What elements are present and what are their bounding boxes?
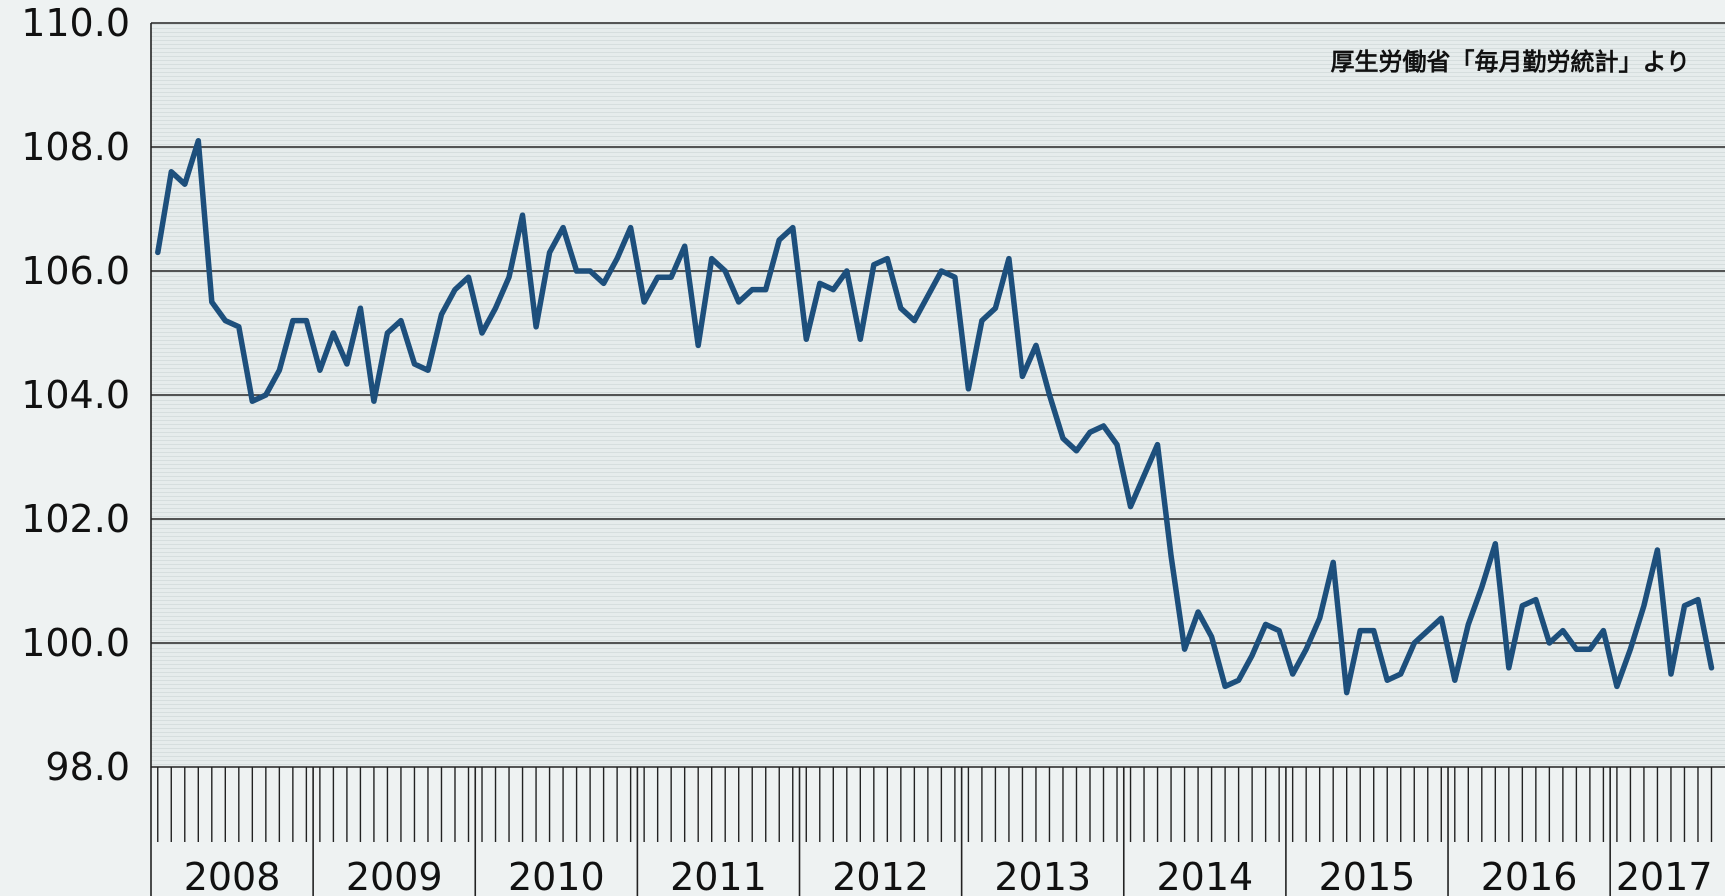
x-tick-label: 2015 [1319, 855, 1416, 896]
x-axis: 2008 2009 2010 2011 2012 2013 2014 2015 2016 2017 [157, 767, 1713, 896]
y-tick-label: 100.0 [21, 621, 130, 665]
y-tick-label: 110.0 [21, 1, 130, 45]
x-tick-label: 2009 [346, 855, 443, 896]
y-tick-label: 104.0 [21, 373, 130, 417]
x-tick-label: 2010 [508, 855, 605, 896]
y-tick-label: 102.0 [21, 497, 130, 541]
x-tick-label: 2014 [1156, 855, 1253, 896]
x-tick-label: 2016 [1481, 855, 1578, 896]
x-tick-label: 2011 [670, 855, 767, 896]
y-tick-label: 98.0 [45, 745, 130, 789]
y-axis: 110.0 108.0 106.0 104.0 102.0 100.0 98.0 [21, 1, 130, 789]
x-tick-label: 2013 [994, 855, 1091, 896]
x-tick-label: 2008 [184, 855, 281, 896]
source-note: 厚生労働省「毎月勤労統計」より [1330, 48, 1690, 76]
y-tick-label: 106.0 [21, 249, 130, 293]
x-tick-label: 2017 [1616, 855, 1713, 896]
y-tick-label: 108.0 [21, 125, 130, 169]
grid-lines [150, 22, 1725, 896]
series-line [155, 138, 1715, 696]
x-tick-label: 2012 [832, 855, 929, 896]
